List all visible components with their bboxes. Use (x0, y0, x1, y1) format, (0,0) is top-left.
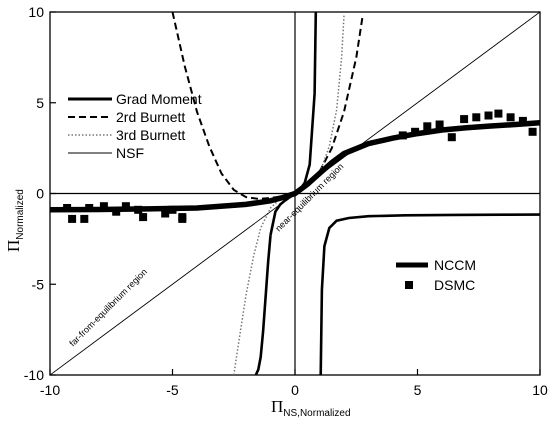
dsmc-point (518, 116, 527, 125)
dsmc-point (139, 213, 148, 222)
dsmc-point (506, 113, 515, 122)
series-grad-moment (254, 235, 272, 375)
legend-label-nccm: NCCM (434, 257, 476, 273)
dsmc-point (161, 209, 170, 218)
far-equilibrium-annotation: far-from-equilibrium region (67, 267, 149, 349)
dsmc-point (494, 109, 503, 118)
legend-label-nsf: NSF (116, 145, 144, 161)
dsmc-point (68, 214, 77, 223)
x-tick-label: 5 (414, 382, 422, 398)
dsmc-point (411, 127, 420, 136)
dsmc-point (398, 131, 407, 140)
dsmc-point (80, 214, 89, 223)
series-2rd-burnett (171, 12, 364, 200)
x-tick-label: -5 (166, 382, 179, 398)
dsmc-point (168, 205, 177, 214)
legend-swatch-dsmc (405, 281, 413, 289)
legend-label-grad-moment: Grad Moment (116, 91, 202, 107)
x-axis-title-main: Π (271, 397, 283, 416)
y-tick-label: -10 (24, 367, 44, 383)
dsmc-point (447, 133, 456, 142)
legend-top: Grad Moment 2rd Burnett 3rd Burnett NSF (68, 91, 202, 161)
dsmc-point (423, 122, 432, 131)
y-tick-label: -5 (32, 276, 45, 292)
series-grad-moment-lower-right-branch (319, 213, 540, 375)
y-tick-label: 0 (36, 186, 44, 202)
y-axis-title: ΠNormalized (4, 189, 26, 252)
legend-label-dsmc: DSMC (434, 277, 475, 293)
y-tick-label: 5 (36, 95, 44, 111)
dsmc-point (112, 207, 121, 216)
tick-labels: -10 -5 0 5 10 -10 -5 0 5 10 (24, 4, 548, 398)
series-nccm (50, 119, 540, 213)
legend-label-3rd-burnett: 3rd Burnett (116, 127, 185, 143)
dsmc-point (484, 111, 493, 120)
x-tick-label: -10 (40, 382, 60, 398)
legend-label-2rd-burnett: 2rd Burnett (116, 109, 185, 125)
ticks (49, 11, 541, 376)
y-axis-title-main: Π (4, 240, 23, 252)
x-axis-title: ΠNS,Normalized (271, 397, 351, 419)
series-layer (50, 12, 540, 375)
legend-bottom: NCCM DSMC (396, 257, 476, 293)
y-axis-title-sub: Normalized (15, 189, 26, 240)
dsmc-point (134, 205, 143, 214)
dsmc-point (472, 113, 481, 122)
dsmc-point (435, 120, 444, 129)
x-tick-label: 0 (291, 382, 299, 398)
dsmc-point (460, 115, 469, 124)
dsmc-point (178, 213, 187, 222)
dsmc-point (63, 204, 72, 212)
dsmc-point (99, 202, 108, 211)
dsmc-point (85, 204, 94, 212)
x-axis-title-sub: NS,Normalized (283, 408, 350, 419)
y-tick-label: 10 (28, 4, 44, 20)
dsmc-point (121, 202, 130, 211)
x-tick-label: 10 (532, 382, 548, 398)
dsmc-point (528, 127, 537, 136)
